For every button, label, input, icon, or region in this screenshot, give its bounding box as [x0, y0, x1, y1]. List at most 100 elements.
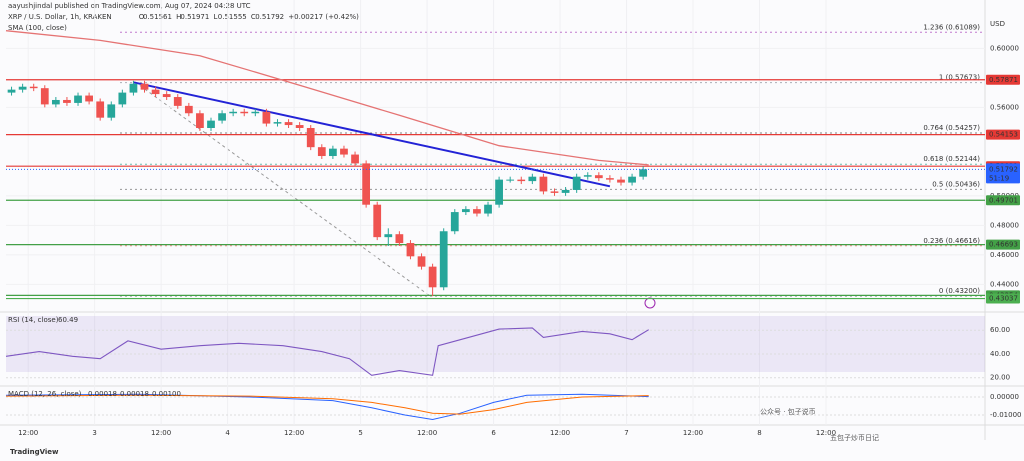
x-tick-label: 4: [225, 429, 230, 437]
candle-body: [63, 99, 71, 103]
watermark: 五包子炒币日记: [830, 433, 879, 442]
rsi-line: [5, 327, 649, 376]
watermark: 公众号 · 包子说币: [760, 407, 816, 416]
candle-body: [251, 111, 260, 114]
countdown: 51:19: [989, 174, 1009, 182]
y-tick-label: 0.44000: [990, 280, 1019, 288]
rsi-value: 60.49: [58, 316, 78, 324]
rsi-band: [6, 316, 985, 372]
y-tick-label: 60.00: [990, 326, 1010, 334]
candle-body: [107, 104, 116, 118]
fib-label: 0.764 (0.54257): [923, 124, 980, 132]
fib-label: 0 (0.43200): [939, 287, 980, 295]
candle-body: [461, 209, 470, 213]
credit: aayushjindal published on TradingView.co…: [8, 2, 251, 10]
candle-body: [118, 92, 127, 105]
y-tick-label: 0.46000: [990, 251, 1019, 259]
macd-line: [5, 394, 649, 415]
level-badge: [986, 239, 1020, 250]
x-tick-label: 12:00: [417, 429, 437, 437]
macd-line: [5, 393, 649, 421]
candle-body: [506, 179, 515, 181]
x-tick-label: 3: [92, 429, 96, 437]
candle-body: [351, 154, 359, 164]
ohlc-value: 0.51561: [143, 13, 172, 21]
level-badge: [986, 293, 1020, 304]
candle-body: [51, 99, 60, 105]
macd-value: 0.00018: [120, 390, 149, 398]
candle-body: [40, 88, 49, 105]
ohlc-label: H: [176, 13, 181, 21]
fib-label: 0.618 (0.52144): [923, 155, 980, 163]
ohlc-label: O: [139, 13, 145, 21]
level-badge: [986, 74, 1020, 85]
fib-label: 1.236 (0.61089): [923, 23, 980, 31]
currency: USD: [990, 20, 1005, 28]
candle-body: [639, 169, 648, 177]
macd-title: MACD (12, 26, close): [8, 390, 82, 398]
candle-body: [495, 179, 503, 205]
candle-body: [317, 147, 326, 157]
macd-value: 0.00100: [152, 390, 181, 398]
x-tick-label: 12:00: [18, 429, 38, 437]
candle-body: [406, 243, 415, 257]
candle-body: [417, 256, 426, 267]
level-label: 0.57871: [989, 76, 1018, 84]
candle-body: [395, 234, 404, 244]
y-tick-label: 40.00: [990, 350, 1010, 358]
candle-body: [129, 83, 138, 93]
candle-body: [74, 95, 82, 103]
candle-body: [439, 231, 448, 288]
change: +0.00217 (+0.42%): [288, 13, 359, 21]
candle-body: [162, 94, 171, 98]
candle-body: [196, 113, 204, 128]
ohlc-value: 0.51555: [218, 13, 247, 21]
x-tick-label: 12:00: [284, 429, 304, 437]
x-tick-label: 12:00: [151, 429, 171, 437]
y-tick-label: -0.01000: [990, 411, 1021, 419]
candle-body: [561, 189, 570, 193]
candle-body: [184, 105, 193, 114]
candle-body: [306, 128, 315, 148]
candle-body: [262, 111, 271, 124]
ohlc-value: 0.51792: [255, 13, 284, 21]
candle-body: [428, 266, 437, 288]
x-tick-label: 6: [491, 429, 496, 437]
ohlc-value: 0.51971: [180, 13, 209, 21]
candle-body: [85, 95, 93, 102]
candle-body: [617, 179, 625, 183]
x-tick-label: 12:00: [683, 429, 703, 437]
candle-body: [140, 83, 149, 90]
candle-body: [550, 191, 559, 193]
candle-body: [473, 209, 481, 214]
candle-body: [240, 111, 249, 114]
trend-line: [133, 81, 611, 188]
current-badge: [986, 163, 1020, 184]
candle-body: [18, 86, 27, 90]
candle-body: [528, 176, 537, 182]
candle-body: [284, 122, 293, 126]
candle-body: [218, 113, 226, 121]
current-price: 0.51792: [989, 165, 1018, 173]
candle-body: [450, 212, 459, 232]
x-tick-label: 12:00: [550, 429, 570, 437]
fib-label: 0.5 (0.50436): [932, 180, 980, 188]
logo: TradingView: [10, 448, 59, 456]
x-tick-label: 12:00: [816, 429, 836, 437]
candle-body: [373, 204, 382, 238]
candle-body: [295, 125, 304, 128]
candle-body: [229, 111, 238, 114]
sma-line: [5, 30, 649, 166]
y-tick-label: 0.48000: [990, 221, 1019, 229]
level-badge: [986, 129, 1020, 140]
level-label: 0.54153: [989, 131, 1018, 139]
ohlc-label: C: [251, 13, 256, 21]
sma-legend: SMA (100, close): [8, 24, 67, 32]
projection-line: [134, 81, 431, 297]
candle-body: [173, 97, 182, 106]
y-tick-label: 20.00: [990, 374, 1010, 382]
candle-body: [572, 176, 581, 190]
candle-body: [594, 175, 603, 179]
ohlc-label: L: [214, 13, 218, 21]
